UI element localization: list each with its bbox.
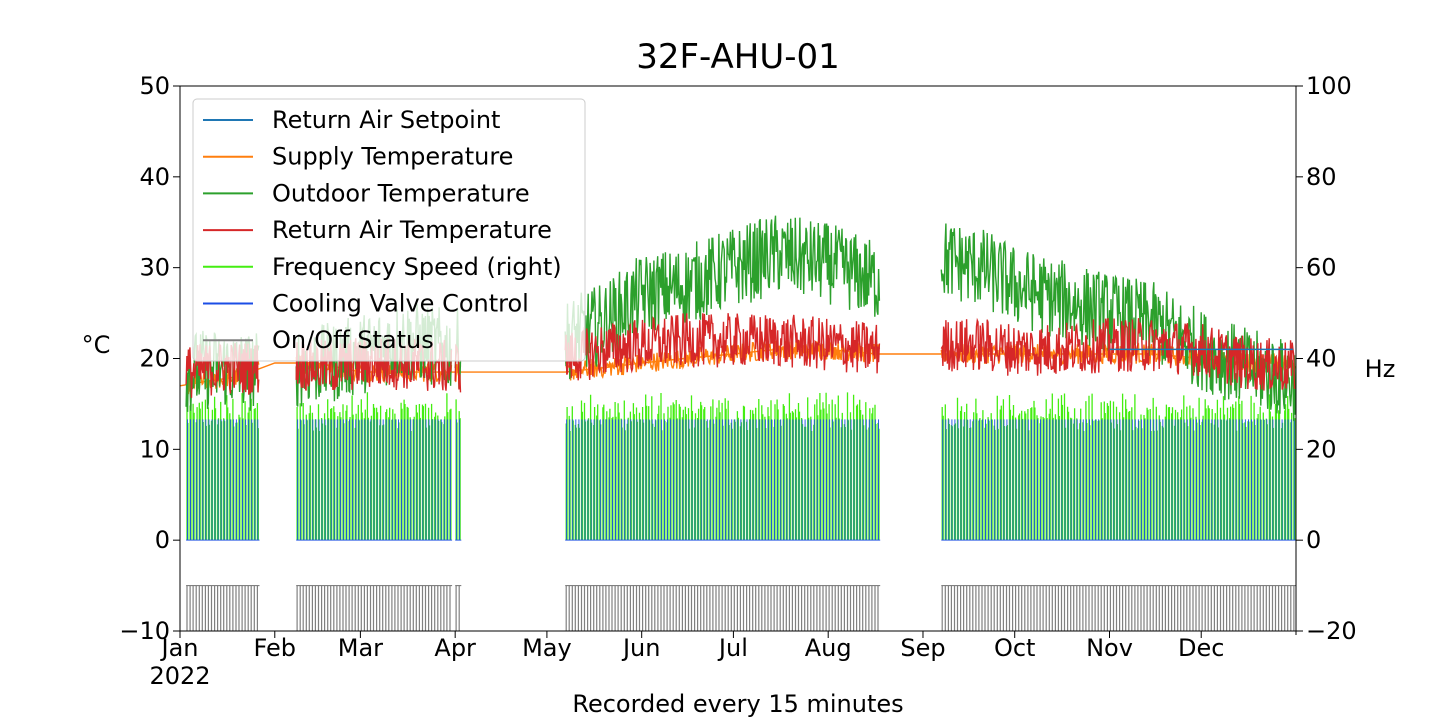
y-tick-label-left: 0 [155,526,170,554]
legend: Return Air Setpoint Supply Temperature Out… [192,98,586,362]
y-tick-label-right: 60 [1306,254,1337,282]
y-tick-label-left: 30 [139,254,170,282]
legend-label: Frequency Speed (right) [272,253,562,281]
x-tick-label: Dec [1178,634,1224,662]
y-tick-label-left: 40 [139,163,170,191]
x-tick-label: Jun [621,634,661,662]
x-tick-label: Mar [338,634,383,662]
legend-label: Outdoor Temperature [272,179,530,207]
legend-label: Return Air Temperature [272,216,552,244]
y-tick-label-right: 0 [1306,526,1321,554]
y-tick-label-right: 40 [1306,345,1337,373]
y-tick-label-right: −20 [1306,617,1357,645]
legend-frame [192,98,586,362]
y-tick-label-left: 10 [139,435,170,463]
legend-label: Supply Temperature [272,143,513,171]
y-axis-label-left: °C [82,331,111,359]
x-tick-label: Aug [805,634,852,662]
y-tick-label-left: 20 [139,345,170,373]
series-cooling-valve [186,419,1296,541]
x-tick-label: Apr [434,634,476,662]
x-tick-label: Feb [254,634,297,662]
x-tick-label: Oct [994,634,1036,662]
legend-label: On/Off Status [272,326,434,354]
y-tick-label-right: 20 [1306,435,1337,463]
y-tick-label-left: −10 [119,617,170,645]
chart-title: 32F-AHU-01 [636,37,840,77]
legend-label: Cooling Valve Control [272,290,529,318]
x-tick-label: Jul [717,634,748,662]
y-tick-label-right: 80 [1306,163,1337,191]
y-axis-label-right: Hz [1365,355,1396,383]
series-on-off-status [186,584,1296,631]
y-tick-label-left: 50 [139,72,170,100]
x-axis-label: Recorded every 15 minutes [572,690,903,718]
y-tick-label-right: 100 [1306,72,1352,100]
legend-label: Return Air Setpoint [272,106,500,134]
x-tick-label: Sep [900,634,945,662]
x-tick-label: Nov [1086,634,1133,662]
x-tick-label: May [522,634,572,662]
x-tick-label: Jan [160,634,199,662]
x-tick-sublabel: 2022 [149,662,210,690]
